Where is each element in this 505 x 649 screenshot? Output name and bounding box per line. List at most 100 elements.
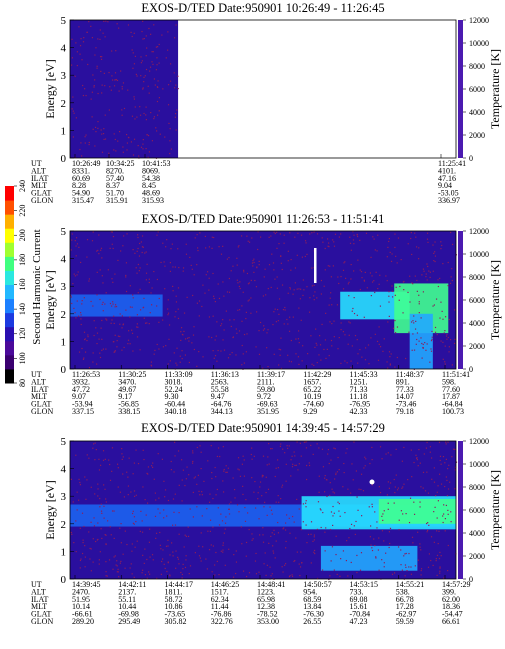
temperature-tick-label: 4000 bbox=[469, 108, 485, 117]
panel-title: EXOS-D/TED Date:950901 11:26:53 - 11:51:… bbox=[142, 212, 385, 226]
temperature-scale: 0 2000 4000 6000 8000 10000 12000 bbox=[458, 437, 489, 584]
cell-ut: 10:34:25 bbox=[106, 159, 134, 168]
cell-alt: 399. bbox=[442, 587, 456, 596]
cell-glat: -60.44 bbox=[165, 400, 186, 409]
cell-alt: 598. bbox=[442, 377, 456, 386]
cell-mlt: 10.86 bbox=[165, 602, 183, 611]
cell-glon: 295.49 bbox=[118, 617, 140, 626]
cell-alt: 2470. bbox=[72, 587, 90, 596]
y-tick-label: 4 bbox=[61, 464, 67, 476]
colorbar-tick-label: 200 bbox=[18, 229, 27, 241]
cell-ut: 11:25:41 bbox=[438, 159, 466, 168]
temperature-tick-label: 2000 bbox=[469, 131, 485, 140]
cell-glon: 100.73 bbox=[442, 407, 464, 416]
row-label: GLON bbox=[31, 196, 53, 205]
cell-ilat: 77.60 bbox=[442, 385, 460, 394]
temperature-tick-label: 8000 bbox=[469, 483, 485, 492]
cell-glat: -62.97 bbox=[396, 610, 417, 619]
y-tick-label: 4 bbox=[61, 43, 67, 55]
row-label: MLT bbox=[31, 602, 47, 611]
spectrogram-noise bbox=[70, 231, 457, 370]
cell-ilat: 77.33 bbox=[396, 385, 414, 394]
cell-alt: 3932. bbox=[72, 377, 90, 386]
cell-mlt: 12.38 bbox=[257, 602, 275, 611]
cell-glat: -64.84 bbox=[442, 400, 463, 409]
y-tick-label: 2 bbox=[61, 309, 67, 321]
colorbar-segment bbox=[5, 214, 14, 229]
cell-alt: 733. bbox=[350, 587, 364, 596]
cell-ilat: 65.22 bbox=[303, 385, 321, 394]
cell-ut: 11:33:09 bbox=[165, 370, 193, 379]
row-label: ILAT bbox=[31, 385, 48, 394]
cell-glat: -73.65 bbox=[165, 610, 186, 619]
row-label: GLON bbox=[31, 617, 53, 626]
y-tick-label: 1 bbox=[61, 125, 67, 137]
y-tick-label: 4 bbox=[61, 254, 67, 266]
spectrogram-panel-2: EXOS-D/TED Date:950901 11:26:53 - 11:51:… bbox=[31, 212, 502, 416]
temperature-axis-label: Temperature [K] bbox=[488, 49, 502, 129]
cell-ilat: 47.16 bbox=[438, 174, 456, 183]
cell-glat: 51.70 bbox=[106, 189, 124, 198]
cell-glat: -76.30 bbox=[303, 610, 324, 619]
colorbar-ticks: 80 100 120 140 160 180 200 220 240 bbox=[14, 180, 27, 387]
cell-ilat: 71.33 bbox=[350, 385, 368, 394]
panel-title: EXOS-D/TED Date:950901 14:39:45 - 14:57:… bbox=[141, 421, 385, 435]
temperature-tick-label: 6000 bbox=[469, 85, 485, 94]
data-spike-dot bbox=[369, 479, 375, 485]
row-label: ILAT bbox=[31, 595, 48, 604]
orbit-data-table: UTALTILATMLTGLATGLON14:39:452470.51.9510… bbox=[31, 580, 470, 626]
cell-ilat: 51.95 bbox=[72, 595, 90, 604]
cell-glon: 26.55 bbox=[303, 617, 321, 626]
cell-ilat: 66.78 bbox=[396, 595, 414, 604]
y-tick-label: 5 bbox=[61, 226, 67, 238]
cell-ilat: 69.08 bbox=[350, 595, 368, 604]
temperature-scale: 0 2000 4000 6000 8000 10000 12000 bbox=[458, 227, 489, 374]
cell-ut: 14:53:15 bbox=[350, 580, 378, 589]
row-label: GLAT bbox=[31, 400, 52, 409]
cell-glon: 351.95 bbox=[257, 407, 279, 416]
cell-glat: -73.46 bbox=[396, 400, 417, 409]
temperature-scale: 0 2000 4000 6000 8000 10000 12000 bbox=[458, 16, 489, 163]
row-label: UT bbox=[31, 580, 42, 589]
cell-ut: 11:30:25 bbox=[118, 370, 146, 379]
cell-glat: -69.63 bbox=[257, 400, 278, 409]
cell-alt: 3018. bbox=[165, 377, 183, 386]
cell-ut: 14:46:25 bbox=[211, 580, 239, 589]
cell-ut: 14:48:41 bbox=[257, 580, 285, 589]
plot-frame bbox=[69, 19, 457, 159]
cell-mlt: 10.19 bbox=[303, 392, 321, 401]
cell-ilat: 57.40 bbox=[106, 174, 124, 183]
cell-mlt: 10.14 bbox=[72, 602, 90, 611]
cell-ut: 14:42:11 bbox=[118, 580, 146, 589]
cell-ut: 14:55:21 bbox=[396, 580, 424, 589]
cell-ilat: 47.72 bbox=[72, 385, 90, 394]
temperature-tick-label: 6000 bbox=[469, 296, 485, 305]
row-label: ALT bbox=[31, 587, 46, 596]
cell-ilat: 55.58 bbox=[211, 385, 229, 394]
temperature-tick-label: 8000 bbox=[469, 273, 485, 282]
cell-mlt: 11.44 bbox=[211, 602, 229, 611]
colorbar-segment bbox=[5, 326, 14, 342]
cell-glon: 353.00 bbox=[257, 617, 279, 626]
cell-mlt: 9.47 bbox=[211, 392, 225, 401]
cell-ut: 10:26:49 bbox=[72, 159, 100, 168]
cell-mlt: 18.36 bbox=[442, 602, 460, 611]
cell-alt: 8270. bbox=[106, 166, 124, 175]
y-tick-label: 5 bbox=[61, 436, 67, 448]
cell-mlt: 17.87 bbox=[442, 392, 460, 401]
cell-ut: 11:48:37 bbox=[396, 370, 424, 379]
y-tick-label: 2 bbox=[61, 98, 67, 110]
y-tick-label: 3 bbox=[61, 70, 67, 82]
y-tick-label: 0 bbox=[61, 574, 67, 586]
cell-glon: 66.61 bbox=[442, 617, 460, 626]
cell-ilat: 59.80 bbox=[257, 385, 275, 394]
colorbar-segment bbox=[5, 242, 14, 257]
row-label: ALT bbox=[31, 377, 46, 386]
colorbar-segment bbox=[5, 368, 14, 384]
cell-ut: 11:51:41 bbox=[442, 370, 470, 379]
y-tick-label: 3 bbox=[61, 491, 67, 503]
temperature-axis-label: Temperature [K] bbox=[488, 470, 502, 550]
y-tick-label: 3 bbox=[61, 281, 67, 293]
temperature-tick-label: 10000 bbox=[469, 39, 489, 48]
